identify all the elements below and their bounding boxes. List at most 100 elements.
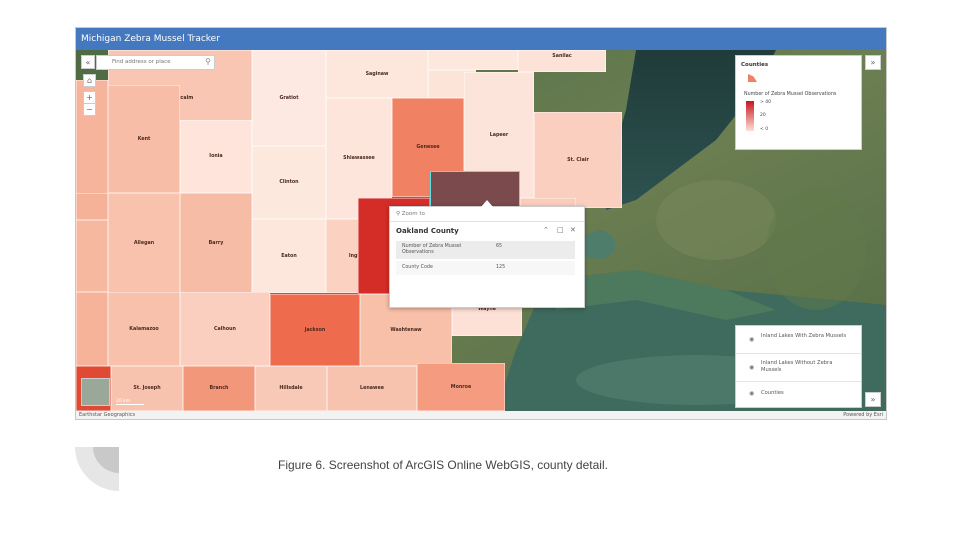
search-widget[interactable]: ⚲: [96, 55, 215, 70]
county-label: Lapeer: [489, 132, 509, 138]
collapse-icon[interactable]: ⌃: [543, 226, 549, 234]
search-icon[interactable]: ⚲: [205, 57, 211, 66]
county-polygon[interactable]: [76, 193, 108, 220]
county-label: St. Joseph: [133, 386, 161, 391]
zoom-out-button[interactable]: −: [83, 103, 96, 116]
home-button[interactable]: ⌂: [83, 74, 96, 87]
county-label: Gratiot: [279, 95, 299, 101]
county-label: Branch: [209, 386, 229, 391]
legend-panel: Counties Number of Zebra Mussel Observat…: [735, 55, 862, 150]
layer-label: Inland Lakes Without Zebra Mussels: [761, 360, 833, 373]
county-polygon[interactable]: Ionia: [180, 120, 252, 193]
county-label: Monroe: [450, 384, 472, 390]
county-label: Ionia: [209, 154, 223, 159]
county-polygon[interactable]: Lenawee: [327, 366, 417, 411]
county-polygon[interactable]: Calhoun: [180, 292, 270, 366]
county-label: Genesee: [416, 145, 440, 150]
county-label: Washtenaw: [390, 327, 422, 333]
county-label: Montcalm: [166, 95, 194, 101]
county-label: Hillsdale: [279, 386, 303, 391]
collapse-panel-button[interactable]: «: [81, 55, 95, 69]
county-polygon[interactable]: St. Joseph: [111, 366, 183, 411]
overview-map[interactable]: [81, 378, 110, 406]
close-icon[interactable]: ✕: [570, 226, 576, 234]
county-polygon[interactable]: Barry: [180, 193, 252, 293]
legend-label-high: > 40: [760, 100, 771, 105]
visibility-eye-icon[interactable]: ◉: [749, 364, 755, 371]
zoom-to-icon: ⚲: [396, 211, 401, 217]
attribute-field: County Code: [402, 265, 433, 270]
lake-huron: [606, 50, 776, 210]
layer-item[interactable]: ◉ Inland Lakes With Zebra Mussels: [736, 326, 861, 354]
layer-item[interactable]: ◉ Inland Lakes Without Zebra Mussels: [736, 354, 861, 382]
dock-icon[interactable]: □: [557, 226, 564, 234]
app-title-bar: Michigan Zebra Mussel Tracker: [76, 28, 886, 50]
county-label: Kalamazoo: [129, 326, 159, 332]
county-label: Clinton: [279, 180, 299, 185]
layer-item[interactable]: ◉ Counties: [736, 382, 861, 406]
county-label: Eaton: [281, 253, 297, 259]
county-polygon[interactable]: [428, 50, 518, 70]
county-polygon[interactable]: Jackson: [270, 294, 360, 366]
popup-attribute-row: County Code 125: [396, 261, 575, 275]
county-polygon[interactable]: Kent: [108, 85, 180, 193]
county-label: Calhoun: [214, 326, 236, 332]
map-view[interactable]: Montcalm Gratiot Saginaw Sanilac Kent Io…: [76, 50, 886, 411]
county-label: Jackson: [304, 327, 326, 333]
county-label: Sanilac: [552, 54, 572, 59]
figure-caption: Figure 6. Screenshot of ArcGIS Online We…: [278, 458, 608, 472]
county-polygon[interactable]: Branch: [183, 366, 255, 411]
county-polygon[interactable]: Clinton: [252, 146, 326, 219]
county-label: Wayne: [477, 306, 496, 312]
county-polygon[interactable]: Kalamazoo: [108, 292, 180, 366]
attribution-text: Earthstar Geographics: [79, 412, 136, 418]
layer-label: Inland Lakes With Zebra Mussels: [761, 333, 847, 339]
county-label: St. Clair: [567, 157, 589, 163]
popup-pointer: [481, 200, 493, 207]
zoom-to-link[interactable]: ⚲ Zoom to: [396, 211, 425, 217]
attribute-value: 65: [496, 244, 503, 249]
attribute-field: Number of Zebra Mussel Observations: [402, 244, 462, 255]
county-polygon[interactable]: Allegan: [108, 193, 180, 293]
county-polygon[interactable]: [76, 292, 108, 366]
attribution-bar: Earthstar Geographics Powered by Esri: [76, 411, 886, 419]
legend-title: Counties: [741, 62, 769, 68]
popup-title: Oakland County: [396, 227, 459, 235]
expand-layer-list-button[interactable]: »: [865, 392, 881, 407]
legend-color-ramp: [746, 101, 754, 131]
scalebar: 20 km: [116, 399, 144, 405]
powered-by-link[interactable]: Powered by Esri: [843, 412, 883, 418]
search-input[interactable]: [112, 56, 200, 67]
county-polygon[interactable]: St. Clair: [534, 112, 622, 208]
expand-legend-button[interactable]: »: [865, 55, 881, 70]
legend-label-mid: 20: [760, 113, 766, 118]
county-polygon[interactable]: Sanilac: [518, 50, 606, 72]
county-polygon[interactable]: Monroe: [417, 363, 505, 411]
popup-window[interactable]: ⚲ Zoom to Oakland County ⌃ □ ✕ Number of…: [389, 206, 585, 308]
county-label: Allegan: [133, 240, 155, 246]
visibility-eye-icon[interactable]: ◉: [749, 336, 755, 343]
popup-attribute-row: Number of Zebra Mussel Observations 65: [396, 241, 575, 259]
county-label: Saginaw: [365, 71, 389, 77]
decorative-quarter-arc: [75, 447, 119, 491]
lake-st-clair: [581, 230, 616, 259]
legend-subtitle: Number of Zebra Mussel Observations: [744, 92, 837, 97]
county-label: Lenawee: [360, 386, 384, 391]
legend-label-low: < 0: [760, 127, 769, 132]
county-label: Kent: [137, 136, 151, 142]
county-polygon[interactable]: Gratiot: [252, 50, 326, 146]
county-label: Shiawassee: [343, 156, 375, 161]
visibility-eye-icon[interactable]: ◉: [749, 390, 755, 397]
app-title: Michigan Zebra Mussel Tracker: [81, 34, 220, 44]
county-polygon[interactable]: Saginaw: [326, 50, 428, 98]
zoom-to-label: Zoom to: [401, 211, 425, 217]
attribute-value: 125: [496, 265, 506, 270]
county-label: Barry: [208, 240, 224, 246]
legend-county-swatch: [748, 74, 757, 82]
layer-list-panel: ◉ Inland Lakes With Zebra Mussels ◉ Inla…: [735, 325, 862, 408]
county-polygon[interactable]: Hillsdale: [255, 366, 327, 411]
county-polygon[interactable]: Eaton: [252, 219, 326, 293]
layer-label: Counties: [761, 390, 784, 396]
county-polygon[interactable]: [76, 220, 108, 292]
webgis-app-window: Michigan Zebra Mussel Tracker: [75, 27, 887, 420]
